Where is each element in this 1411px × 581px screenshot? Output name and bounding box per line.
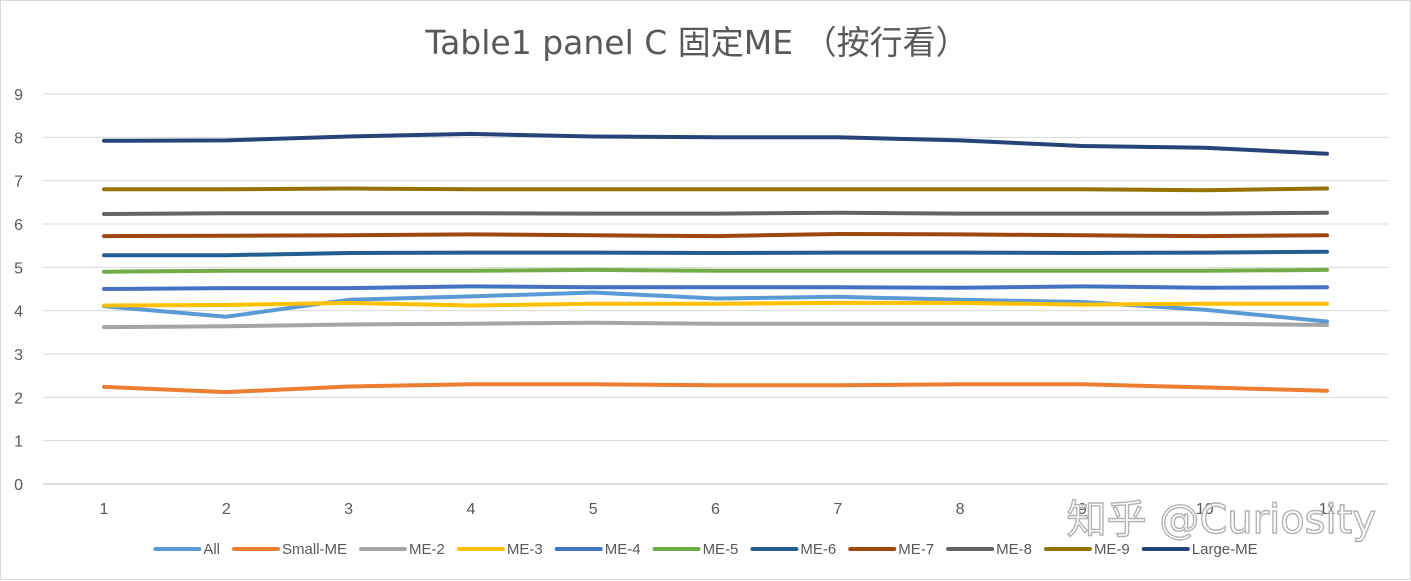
legend-label: ME-2	[409, 541, 445, 558]
x-tick-label: 10	[1196, 501, 1214, 518]
legend-label: ME-6	[800, 541, 836, 558]
series-line-large-me	[102, 131, 1329, 156]
y-tick-label: 9	[14, 87, 23, 104]
series-line-me-7	[102, 232, 1329, 239]
legend-label: All	[203, 541, 220, 558]
x-tick-label: 5	[589, 501, 598, 518]
x-tick-label: 9	[1078, 501, 1087, 518]
x-tick-label: 11	[1319, 501, 1336, 518]
x-axis-ticks: 1 2 3 4 5 6 7 8 9 10 11	[100, 501, 1336, 518]
y-tick-label: 0	[14, 477, 23, 494]
legend-item: All	[153, 541, 220, 558]
x-tick-label: 2	[222, 501, 231, 518]
legend-label: ME-9	[1094, 541, 1130, 558]
y-axis-ticks: 0 1 2 3 4 5 6 7 8 9	[14, 87, 23, 494]
x-tick-label: 8	[956, 501, 965, 518]
series-line-me-4	[102, 284, 1329, 291]
legend-item: Large-ME	[1141, 541, 1258, 558]
legend-item: ME-4	[554, 541, 641, 558]
legend-label: Large-ME	[1192, 541, 1258, 558]
legend-item: ME-3	[456, 541, 543, 558]
series-line-me-3	[102, 300, 1329, 308]
watermark-text: 知乎 @Curiosity	[1067, 497, 1376, 543]
x-tick-label: 1	[100, 501, 109, 518]
x-tick-label: 7	[833, 501, 842, 518]
series-line-me-9	[102, 186, 1329, 193]
legend-label: ME-5	[703, 541, 739, 558]
y-tick-label: 2	[14, 390, 23, 407]
legend-item: ME-7	[848, 541, 934, 558]
legend-item: ME-6	[750, 541, 836, 558]
x-tick-label: 4	[466, 501, 475, 518]
series-lines	[102, 131, 1329, 395]
legend-item: ME-8	[946, 541, 1032, 558]
series-line-all	[102, 290, 1329, 324]
series-line-me-5	[102, 267, 1329, 274]
series-line-me-8	[102, 210, 1329, 216]
legend-label: Small-ME	[282, 541, 347, 558]
legend: All Small-ME ME-2 ME-3 ME-4 ME-5 ME-6 ME-7 ME-8 M…	[153, 541, 1258, 558]
y-tick-label: 3	[14, 347, 23, 364]
series-line-small-me	[102, 382, 1329, 395]
legend-item: ME-2	[359, 541, 445, 558]
y-tick-label: 4	[14, 304, 23, 321]
y-tick-label: 8	[14, 130, 23, 147]
y-tick-label: 6	[14, 217, 23, 234]
legend-label: ME-3	[507, 541, 543, 558]
series-line-me-2	[102, 320, 1329, 330]
y-tick-label: 1	[14, 434, 23, 451]
chart-title: Table1 panel C 固定ME （按行看）	[424, 23, 968, 62]
x-tick-label: 3	[344, 501, 353, 518]
y-tick-label: 5	[14, 260, 23, 277]
y-tick-label: 7	[14, 174, 23, 191]
legend-item: ME-9	[1043, 541, 1130, 558]
legend-label: ME-4	[605, 541, 641, 558]
x-tick-label: 6	[711, 501, 720, 518]
legend-item: Small-ME	[232, 541, 347, 558]
series-line-me-6	[102, 249, 1329, 258]
legend-item: ME-5	[652, 541, 739, 558]
legend-label: ME-8	[996, 541, 1032, 558]
legend-label: ME-7	[898, 541, 934, 558]
